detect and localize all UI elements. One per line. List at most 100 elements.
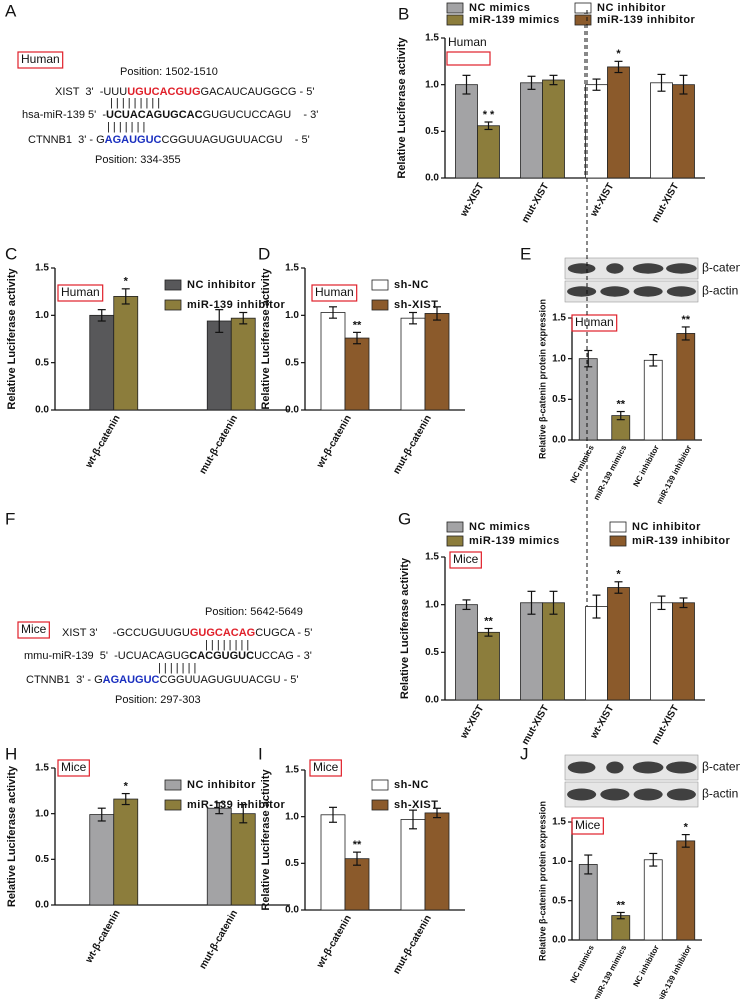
sequence-segment: mmu-miR-139 5' -UCUACAGUG — [24, 650, 189, 662]
legend-swatch — [164, 299, 182, 311]
y-axis-label: Relative β-catenin protein expression — [537, 801, 547, 961]
y-tick-label: 1.5 — [425, 33, 439, 44]
x-tick-label: NC inhibitor — [631, 444, 660, 489]
significance: * — [684, 821, 689, 833]
x-tick-label: NC mimics — [569, 443, 597, 484]
position-label: Position: 5642-5649 — [205, 606, 303, 618]
sequence-line: | | | | | | | — [107, 121, 145, 133]
bar — [607, 66, 630, 179]
bar — [424, 812, 450, 911]
significance: ** — [681, 314, 690, 326]
y-axis-label: Relative Luciferase activity — [396, 37, 408, 179]
significance: ** — [616, 398, 625, 410]
y-tick-label: 1.5 — [35, 763, 49, 774]
y-tick-label: 0.5 — [35, 854, 49, 865]
tag-box — [449, 551, 482, 569]
blot-label: β-actin — [702, 284, 738, 298]
bar — [230, 813, 256, 906]
bar — [643, 859, 663, 941]
blot-band — [666, 761, 697, 774]
sequence-line: hsa-miR-139 5' -UCUACAGUGCACGUGUCUCCAGU … — [22, 109, 318, 121]
blot-band — [633, 788, 663, 801]
x-tick-label: wt-β-catenin — [83, 908, 122, 965]
panel-letter: G — [398, 509, 411, 528]
bar — [542, 602, 565, 701]
sequence-segment: CGGUUAGUGUUACGU - 5' — [162, 134, 310, 146]
x-tick-label: miR-139 mimics — [592, 943, 629, 999]
group-tag: Mice — [313, 760, 339, 774]
y-tick-label: 1.0 — [35, 310, 49, 321]
bar — [672, 84, 695, 179]
x-tick-label: mut-XIST — [650, 181, 681, 225]
significance: ** — [353, 319, 362, 331]
panel-letter: I — [258, 744, 263, 763]
y-tick-label: 0.5 — [425, 647, 439, 658]
y-tick-label: 0.0 — [425, 173, 439, 184]
bar — [578, 864, 598, 941]
sequence-segment: CGGUUAGUGUUACGU - 5' — [160, 674, 299, 686]
group-tag: Mice — [453, 552, 479, 566]
bar — [676, 840, 696, 941]
legend-label: miR-139 inhibitor — [187, 799, 286, 811]
y-tick-label: 1.5 — [285, 263, 299, 274]
x-tick-label: mut-β-catenin — [391, 913, 434, 976]
x-tick-label: wt-XIST — [458, 181, 486, 219]
y-axis-label: Relative Luciferase activity — [6, 765, 18, 907]
y-tick-label: 1.0 — [285, 811, 299, 822]
x-tick-label: mut-β-catenin — [198, 908, 241, 971]
bar — [585, 606, 608, 701]
legend-label: miR-139 mimics — [469, 535, 560, 547]
blot-band — [666, 788, 696, 801]
blot-label: β-actin — [702, 787, 738, 801]
bar — [113, 798, 139, 906]
bar — [400, 317, 426, 411]
legend-label: NC inhibitor — [187, 779, 256, 791]
group-tag: Mice — [575, 818, 601, 832]
blot-label: β-catenin — [702, 261, 740, 275]
tag-box — [57, 284, 104, 302]
tag-box — [311, 284, 358, 302]
legend-swatch — [446, 14, 464, 26]
blot-band — [606, 761, 624, 774]
y-tick-label: 0.5 — [552, 895, 566, 906]
y-tick-label: 1.0 — [285, 310, 299, 321]
bar — [520, 602, 543, 701]
y-tick-label: 0.5 — [425, 126, 439, 137]
bar — [400, 819, 426, 911]
panel-letter: D — [258, 244, 270, 263]
x-tick-label: wt-XIST — [588, 181, 616, 219]
y-tick-label: 0.5 — [285, 357, 299, 368]
sequence-segment: | | | | | | | — [158, 662, 196, 674]
y-tick-label: 1.0 — [425, 79, 439, 90]
legend-swatch — [446, 535, 464, 547]
bar — [455, 84, 478, 179]
blot-band — [567, 286, 597, 297]
sequence-segment: UGUCACGUG — [127, 86, 200, 98]
sequence-segment: UCUACAGUGCAC — [106, 109, 203, 121]
legend-swatch — [574, 14, 592, 26]
significance: * — [124, 780, 129, 792]
legend-label: miR-139 inhibitor — [597, 14, 696, 26]
significance: * — [124, 276, 129, 288]
tag-box — [17, 621, 50, 639]
panel-letter: A — [5, 1, 17, 20]
y-tick-label: 0.0 — [285, 405, 299, 416]
legend-swatch — [371, 799, 389, 811]
tag-box — [17, 51, 64, 69]
y-axis-label: Relative Luciferase activity — [260, 769, 272, 911]
sequence-segment: | | | | | | | | — [205, 639, 249, 651]
group-tag: Human — [315, 285, 354, 299]
tag-box — [309, 759, 342, 777]
sequence-segment: | | | | | | | | | — [110, 97, 160, 109]
y-tick-label: 1.0 — [552, 856, 566, 867]
y-tick-label: 0.0 — [285, 905, 299, 916]
blot-label: β-catenin — [702, 760, 740, 774]
bar — [607, 587, 630, 701]
sequence-segment: | | | | | | | — [107, 121, 145, 133]
blot-band — [632, 263, 664, 274]
bar — [455, 604, 478, 701]
significance: ** — [616, 899, 625, 911]
x-tick-label: wt-β-catenin — [314, 913, 353, 970]
panel-letter: J — [520, 744, 529, 763]
bar — [672, 602, 695, 701]
